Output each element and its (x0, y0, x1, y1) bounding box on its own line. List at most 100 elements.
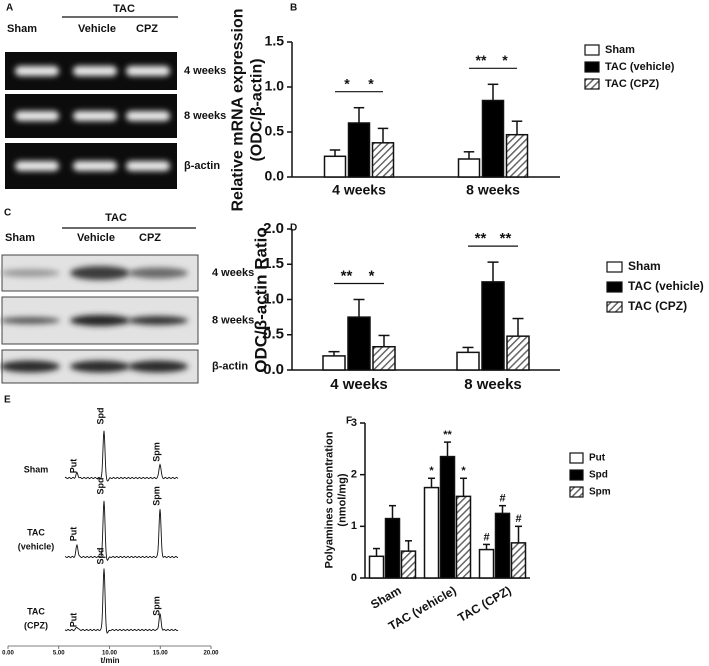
bar (347, 122, 371, 178)
legend-label: TAC (CPZ) (605, 78, 660, 90)
bar (384, 517, 401, 579)
blot-band (70, 266, 130, 280)
x-tick-label: 8 weeks (466, 182, 520, 198)
blot-band (70, 360, 130, 373)
trace-label: TAC (27, 527, 45, 537)
legend-swatch (606, 261, 623, 273)
y-tick-label: 3 (351, 417, 357, 429)
bar (400, 550, 417, 579)
column-label: CPZ (136, 23, 158, 35)
x-tick-label: Sham (368, 583, 403, 611)
peak-label: Put (68, 613, 78, 628)
x-tick-label: 10.00 (102, 651, 118, 657)
y-tick-label: 0.0 (263, 361, 284, 378)
significance-label: ** (475, 230, 487, 247)
y-tick-label: 0.5 (263, 326, 284, 343)
bar (347, 316, 371, 371)
bar (439, 455, 456, 579)
row-label: 4 weeks (212, 267, 254, 279)
bar (456, 351, 480, 371)
significance-label: * (368, 75, 374, 91)
legend-label: TAC (vehicle) (605, 61, 675, 73)
legend-label: Spm (589, 487, 611, 498)
blot-band (128, 267, 188, 279)
y-axis-label: (nmol/mg) (336, 473, 348, 526)
gel-band (126, 66, 170, 76)
legend-label: TAC (CPZ) (628, 299, 687, 313)
bar (323, 155, 347, 178)
legend-swatch (606, 301, 623, 313)
x-tick-label: 15.00 (153, 651, 169, 657)
bar (506, 335, 530, 371)
panel-label: F (346, 416, 352, 427)
gel-band (15, 111, 59, 121)
blot-band (0, 360, 60, 373)
significance-label: * (344, 75, 350, 91)
y-tick-label: 0 (351, 572, 357, 584)
bar (455, 495, 472, 579)
legend-label: Spd (589, 470, 608, 481)
significance-label: ** (341, 267, 353, 284)
bar-annotation: * (461, 465, 466, 477)
x-tick-label: 20.00 (203, 651, 219, 657)
significance-label: * (369, 267, 375, 284)
x-tick-label: 5.00 (53, 651, 65, 657)
gel-band (73, 66, 117, 76)
y-tick-label: 1.0 (263, 290, 284, 307)
significance-label: ** (476, 52, 487, 68)
row-label: 8 weeks (184, 110, 226, 122)
row-label: 4 weeks (184, 65, 226, 77)
legend-label: Sham (628, 259, 661, 273)
x-tick-label: 0.00 (2, 651, 14, 657)
panel-label: C (4, 208, 11, 219)
legend-label: Put (589, 453, 606, 464)
gel-band (73, 161, 117, 171)
x-tick-label: 4 weeks (330, 376, 388, 393)
peak-label: Spm (151, 596, 161, 616)
bar (494, 512, 511, 579)
bar-annotation: * (429, 465, 434, 477)
group-label: TAC (113, 3, 135, 15)
column-label: Sham (7, 23, 37, 35)
group-label: TAC (105, 212, 127, 224)
blot-band (70, 315, 130, 326)
x-tick-label: 8 weeks (464, 376, 522, 393)
peak-label: Put (68, 527, 78, 542)
peak-label: Spm (151, 442, 161, 462)
chromatogram-trace (64, 568, 179, 634)
peak-label: Put (68, 459, 78, 474)
y-axis-label: Polyamines concentration (323, 431, 335, 568)
trace-label: Sham (24, 464, 49, 474)
y-tick-label: 1.5 (265, 33, 285, 49)
y-tick-label: 1 (351, 520, 357, 532)
trace-label: (CPZ) (24, 620, 48, 630)
panel-label: D (290, 223, 297, 234)
blot-band (0, 269, 60, 277)
significance-label: * (502, 52, 508, 68)
bar-annotation: # (515, 513, 521, 525)
gel-band (15, 66, 59, 76)
gel-band (15, 161, 59, 171)
panel-label: B (290, 3, 297, 14)
bar-annotation: # (499, 493, 505, 505)
legend-swatch (584, 44, 600, 56)
bar (423, 486, 440, 579)
y-tick-label: 2.0 (263, 220, 284, 237)
y-axis-label: ODC/β-actin Ratio (251, 227, 270, 372)
y-tick-label: 1.5 (263, 255, 284, 272)
significance-label: ** (500, 230, 512, 247)
bar (371, 142, 395, 178)
bar-annotation: # (483, 531, 489, 543)
legend-swatch (584, 78, 600, 90)
trace-label: TAC (27, 606, 45, 616)
blot-band (128, 360, 188, 373)
y-tick-label: 2 (351, 469, 357, 481)
bar (505, 133, 529, 178)
row-label: β-actin (212, 360, 248, 372)
bar (372, 345, 396, 371)
legend-label: TAC (vehicle) (628, 279, 704, 293)
bar (457, 158, 481, 178)
legend-swatch (569, 452, 584, 464)
row-label: 8 weeks (212, 314, 254, 326)
